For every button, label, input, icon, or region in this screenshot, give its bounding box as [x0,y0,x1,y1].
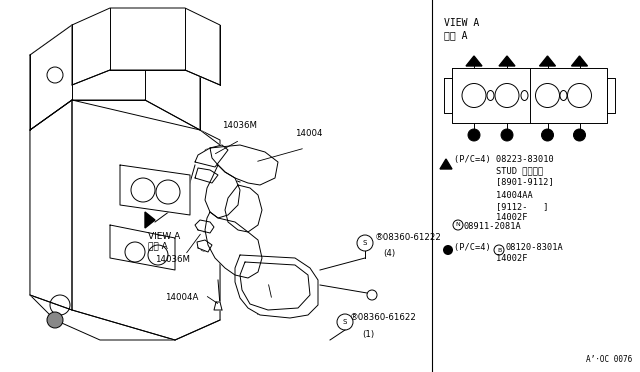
Polygon shape [205,212,262,278]
Circle shape [468,129,480,141]
Polygon shape [30,100,72,310]
Text: [8901-9112]: [8901-9112] [454,177,554,186]
Polygon shape [110,225,175,270]
Polygon shape [195,145,228,167]
Text: 14036M: 14036M [222,121,257,130]
Circle shape [501,129,513,141]
Text: (1): (1) [362,330,374,339]
Text: S: S [363,240,367,246]
Circle shape [443,245,453,255]
Polygon shape [607,78,615,113]
Text: 08911-2081A: 08911-2081A [464,222,522,231]
Polygon shape [214,302,222,310]
Text: 14004: 14004 [295,129,323,138]
Text: VIEW A: VIEW A [148,232,180,241]
Text: 14002F: 14002F [454,254,527,263]
Polygon shape [499,56,515,66]
Polygon shape [145,212,155,228]
Circle shape [541,129,554,141]
Polygon shape [452,68,607,123]
Polygon shape [225,185,262,232]
Polygon shape [30,25,200,130]
Polygon shape [72,100,220,340]
Polygon shape [444,78,452,113]
Polygon shape [210,145,278,185]
Polygon shape [235,255,318,318]
Text: 08120-8301A: 08120-8301A [505,243,563,252]
Text: STUD スタッド: STUD スタッド [454,166,543,175]
Text: (P/C=4): (P/C=4) [454,243,496,252]
Polygon shape [540,56,556,66]
Polygon shape [205,165,240,218]
Text: (4): (4) [383,249,395,258]
Text: (P/C=4) 08223-83010: (P/C=4) 08223-83010 [454,155,554,164]
Text: A’·OC 0076: A’·OC 0076 [586,355,632,364]
Polygon shape [466,56,482,66]
Text: B: B [497,247,501,253]
Polygon shape [197,240,212,252]
Text: ®08360-61622: ®08360-61622 [350,314,417,323]
Text: 14036M: 14036M [155,255,190,264]
Polygon shape [30,25,220,340]
Circle shape [47,312,63,328]
Polygon shape [120,165,190,215]
Text: [9112-   ]: [9112- ] [454,202,548,211]
Text: 矢視 A: 矢視 A [148,241,168,250]
Text: 16590P: 16590P [255,308,287,317]
Polygon shape [572,56,588,66]
Text: 14004A: 14004A [165,293,198,302]
Text: ®08360-61222: ®08360-61222 [375,232,442,241]
Circle shape [573,129,586,141]
Text: 14002F: 14002F [454,213,527,222]
Text: VIEW A: VIEW A [444,18,479,28]
Text: 矢視 A: 矢視 A [444,30,467,40]
Polygon shape [440,159,452,169]
Polygon shape [195,220,214,233]
Text: S: S [343,319,347,325]
Text: N: N [456,222,460,228]
Polygon shape [72,8,220,85]
Text: 14004AA: 14004AA [454,191,532,200]
Polygon shape [195,168,218,183]
